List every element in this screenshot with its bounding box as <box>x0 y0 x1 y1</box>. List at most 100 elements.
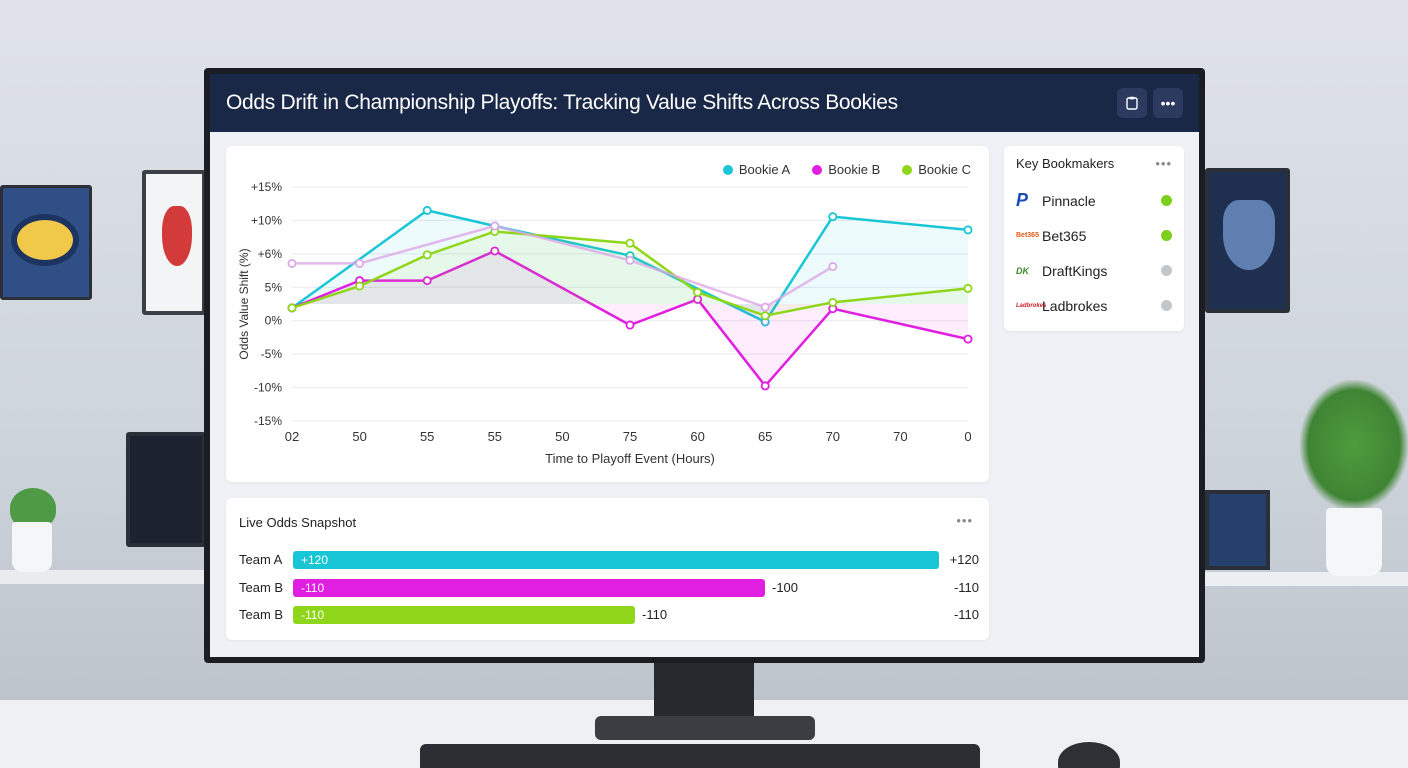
data-point <box>355 258 365 268</box>
wall-poster-left <box>0 185 92 300</box>
odds-bar: -110 <box>293 606 635 624</box>
bookmaker-row-ladbrokes[interactable]: Ladbrokes Ladbrokes <box>1016 288 1172 323</box>
monitor: Odds Drift in Championship Playoffs: Tra… <box>204 68 1205 663</box>
more-icon: ••• <box>1160 95 1176 111</box>
background-screen <box>1205 490 1270 570</box>
x-tick-label: 55 <box>420 429 434 444</box>
odds-drift-chart-card: Bookie A Bookie B Bookie C +15% +10% +6% 5%… <box>226 146 989 482</box>
y-tick-label: +6% <box>258 247 283 261</box>
series-line <box>292 224 834 309</box>
data-point <box>963 225 973 235</box>
status-indicator <box>1161 265 1172 276</box>
x-tick-label: 60 <box>690 429 704 444</box>
bookmaker-row-bet365[interactable]: Bet365 Bet365 <box>1016 218 1172 253</box>
more-icon[interactable]: ••• <box>956 513 973 528</box>
bookmaker-name: Pinnacle <box>1042 192 1096 209</box>
data-point <box>828 297 838 307</box>
odds-end-label: +120 <box>949 552 979 567</box>
x-tick-label: 02 <box>285 429 299 444</box>
x-tick-label: 50 <box>555 429 569 444</box>
data-point <box>625 255 635 265</box>
data-point <box>625 320 635 330</box>
legend-item-bookie-a[interactable]: Bookie A <box>722 162 791 177</box>
plant-pot-left <box>12 522 52 572</box>
data-point <box>490 221 500 231</box>
y-tick-label: +15% <box>251 180 282 194</box>
data-point <box>828 262 838 272</box>
legend-label: Bookie B <box>828 162 881 177</box>
background-monitor <box>126 432 206 547</box>
odds-mid-label: -110 <box>642 607 668 622</box>
y-tick-label: +10% <box>251 213 282 227</box>
bookmaker-name: Ladbrokes <box>1042 297 1108 314</box>
bookmaker-row-pinnacle[interactable]: P Pinnacle <box>1016 183 1172 218</box>
x-tick-label: 70 <box>826 429 840 444</box>
chart-legend: Bookie A Bookie B Bookie C <box>722 162 971 177</box>
shelf-left <box>0 570 205 584</box>
data-point <box>760 311 770 321</box>
data-point <box>422 205 432 215</box>
bookmaker-row-draftkings[interactable]: DK DraftKings <box>1016 253 1172 288</box>
snapshot-title: Live Odds Snapshot <box>239 515 357 530</box>
data-point <box>963 334 973 344</box>
more-icon[interactable]: ••• <box>1155 156 1172 171</box>
bookmaker-name: DraftKings <box>1042 262 1108 279</box>
panel-title: Key Bookmakers <box>1016 156 1115 171</box>
clipboard-button[interactable] <box>1117 88 1147 118</box>
x-tick-label: 70 <box>893 429 907 444</box>
status-indicator <box>1161 230 1172 241</box>
wall-poster-right <box>1205 168 1290 313</box>
odds-row[interactable]: Team B -110 -100 -110 <box>239 578 979 598</box>
data-point <box>287 258 297 268</box>
series-area <box>292 251 968 386</box>
page-title: Odds Drift in Championship Playoffs: Tra… <box>226 91 898 114</box>
data-point <box>287 303 297 313</box>
odds-mid-label: -100 <box>772 580 799 595</box>
more-options-button[interactable]: ••• <box>1153 88 1183 118</box>
team-label: Team B <box>239 580 284 595</box>
live-odds-snapshot-card: Live Odds Snapshot ••• Team A +120 +120 … <box>226 498 989 640</box>
data-point <box>828 212 838 222</box>
legend-item-bookie-b[interactable]: Bookie B <box>812 162 880 177</box>
bet365-logo-icon: Bet365 <box>1016 232 1039 239</box>
x-tick-label: 75 <box>623 429 637 444</box>
legend-marker-icon <box>812 164 823 175</box>
y-tick-label: 0% <box>265 314 283 328</box>
status-indicator <box>1161 300 1172 311</box>
legend-item-bookie-c[interactable]: Bookie C <box>902 162 971 177</box>
y-tick-label: -10% <box>254 381 282 395</box>
odds-bar: +120 <box>293 551 939 569</box>
keyboard <box>420 744 980 768</box>
data-point <box>625 238 635 248</box>
data-point <box>422 250 432 260</box>
draftkings-logo-icon: DK <box>1016 265 1029 276</box>
legend-label: Bookie A <box>738 162 791 177</box>
clipboard-icon <box>1126 96 1138 110</box>
status-indicator <box>1161 195 1172 206</box>
x-tick-label: 65 <box>758 429 772 444</box>
shelf-right <box>1205 572 1408 586</box>
plant-right <box>1300 380 1408 510</box>
mouse <box>1058 742 1120 768</box>
x-tick-label: 0 <box>964 429 971 444</box>
data-point <box>963 283 973 293</box>
series-area <box>292 210 968 322</box>
data-point <box>422 276 432 286</box>
y-tick-label: 5% <box>265 280 283 294</box>
odds-row[interactable]: Team A +120 +120 <box>239 550 979 570</box>
ladbrokes-logo-icon: Ladbrokes <box>1016 302 1047 309</box>
team-label: Team B <box>239 607 284 622</box>
x-axis-label: Time to Playoff Event (Hours) <box>545 451 715 466</box>
data-point <box>693 287 703 297</box>
legend-marker-icon <box>722 164 733 175</box>
x-tick-label: 50 <box>352 429 366 444</box>
data-point <box>355 281 365 291</box>
plant-left <box>10 488 56 528</box>
bookmaker-name: Bet365 <box>1042 227 1087 244</box>
panel-header: Key Bookmakers ••• <box>1016 156 1172 171</box>
team-label: Team A <box>239 552 283 567</box>
y-tick-label: -5% <box>261 347 283 361</box>
title-bar: Odds Drift in Championship Playoffs: Tra… <box>210 74 1199 132</box>
line-chart: +15% +10% +6% 5% 0% -5% -10% -15%02 50 55 55 50 75 60… <box>237 180 973 466</box>
odds-row[interactable]: Team B -110 -110 -110 <box>239 605 979 625</box>
